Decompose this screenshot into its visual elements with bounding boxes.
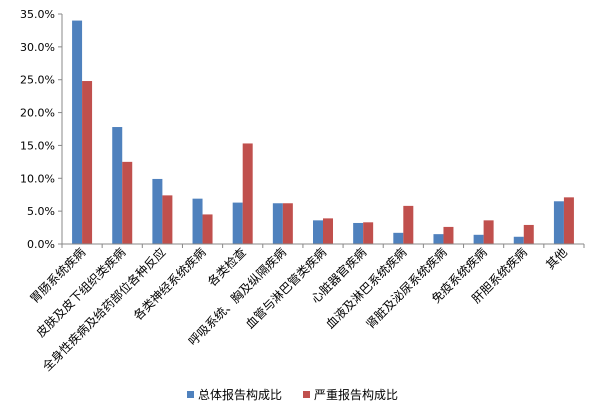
bar-serious	[122, 161, 133, 244]
legend: 总体报告构成比 严重报告构成比	[187, 387, 398, 402]
x-category-label: 其他	[543, 245, 570, 272]
y-axis: 0.0% 5.0% 10.0% 15.0% 20.0% 25.0% 30.0% 35.0%	[20, 8, 63, 251]
y-tick-label: 10.0%	[20, 172, 55, 185]
y-tick-label: 35.0%	[20, 8, 55, 21]
bar-serious	[363, 222, 374, 244]
legend-swatch-serious	[303, 391, 310, 398]
bar-overall	[192, 198, 203, 244]
bar-overall	[313, 220, 323, 244]
bar-overall	[72, 20, 83, 245]
y-tick-label: 30.0%	[20, 41, 55, 54]
bar-serious	[82, 81, 93, 245]
bar-overall	[152, 178, 163, 244]
bar-serious	[563, 197, 574, 244]
bar-serious	[323, 218, 333, 244]
bar-serious	[162, 195, 173, 244]
bar-overall	[433, 234, 444, 244]
bar-serious	[443, 226, 454, 244]
bar-overall	[272, 203, 283, 244]
bar-overall	[353, 222, 364, 244]
y-tick-label: 0.0%	[27, 238, 55, 251]
bar-overall	[112, 127, 123, 244]
bar-serious	[202, 214, 213, 244]
bar-overall	[513, 236, 524, 244]
legend-label-overall: 总体报告构成比	[198, 387, 282, 402]
bar-serious	[483, 220, 494, 244]
bar-overall	[393, 232, 404, 244]
bar-serious	[242, 143, 253, 244]
bar-serious	[282, 203, 293, 244]
legend-label-serious: 严重报告构成比	[314, 387, 398, 402]
bars	[72, 20, 574, 245]
y-tick-label: 5.0%	[27, 205, 55, 218]
bar-overall	[232, 202, 243, 244]
legend-swatch-overall	[187, 391, 194, 398]
y-tick-label: 20.0%	[20, 107, 55, 120]
bar-serious	[523, 224, 534, 244]
bar-overall	[473, 234, 484, 244]
bar-overall	[553, 201, 564, 244]
y-tick-label: 25.0%	[20, 74, 55, 87]
bar-serious	[403, 205, 414, 244]
y-tick-label: 15.0%	[20, 139, 55, 152]
x-category-label: 各类神经系统疾病	[130, 245, 208, 323]
x-axis: 胃肠系统疾病皮肤及皮下组织类疾病全身性疾病及给药部位各种反应各类神经系统疾病各类…	[27, 243, 585, 374]
